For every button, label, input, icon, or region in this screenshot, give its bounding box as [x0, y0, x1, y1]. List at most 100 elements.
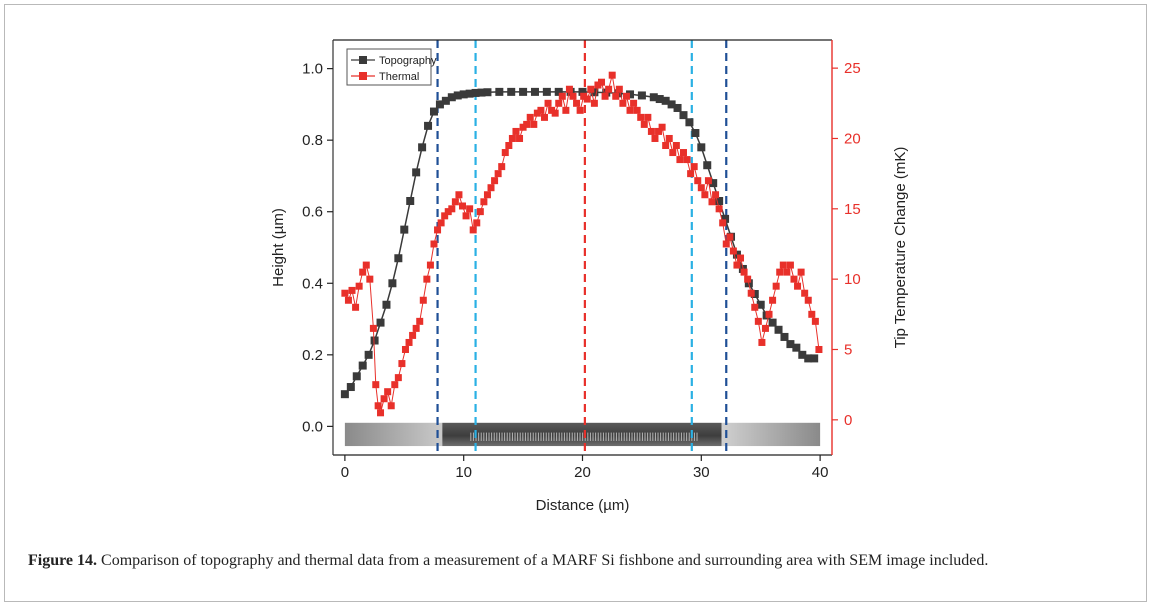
thermal-point — [633, 106, 641, 114]
topography-point — [382, 300, 391, 309]
thermal-point — [394, 374, 402, 382]
topography-point — [459, 90, 468, 99]
thermal-point — [583, 95, 591, 103]
topography-point — [804, 354, 813, 363]
thermal-point — [505, 142, 513, 150]
thermal-point — [516, 134, 524, 142]
thermal-point — [626, 106, 634, 114]
topography-point — [530, 87, 539, 96]
thermal-point — [619, 99, 627, 107]
thermal-point — [369, 324, 377, 332]
topography-line — [344, 91, 815, 395]
thermal-point — [469, 226, 477, 234]
y-tick-label: 0.2 — [302, 347, 323, 364]
thermal-point — [790, 275, 798, 283]
thermal-line — [344, 75, 820, 415]
topography-point — [358, 361, 367, 370]
thermal-point — [451, 198, 459, 206]
thermal-point — [786, 261, 794, 269]
thermal-point — [651, 134, 659, 142]
thermal-point — [754, 317, 762, 325]
thermal-point — [416, 317, 424, 325]
thermal-point — [737, 254, 745, 262]
thermal-point — [380, 395, 388, 403]
thermal-point — [776, 268, 784, 276]
topography-point — [364, 350, 373, 359]
topography-point — [471, 88, 480, 97]
topography-point — [774, 325, 783, 334]
topography-point — [810, 354, 819, 363]
thermal-point — [740, 268, 748, 276]
topography-point — [519, 87, 528, 96]
topography-point — [477, 88, 486, 97]
thermal-point — [437, 219, 445, 227]
topography-point — [352, 372, 361, 381]
thermal-point — [401, 345, 409, 353]
thermal-point — [687, 170, 695, 178]
axes: 0 10 20 30 40 0.0 0.2 0.4 0.6 0.8 1.0 0 5 10 15 20 25 Dis… — [270, 39, 909, 514]
topography-point — [376, 318, 385, 327]
thermal-point — [398, 360, 406, 368]
series-layer — [340, 71, 823, 417]
topography-point — [578, 87, 587, 96]
thermal-point — [405, 338, 413, 346]
y2-tick-label: 20 — [844, 130, 861, 147]
thermal-point — [794, 282, 802, 290]
topography-point — [715, 196, 724, 205]
thermal-point — [377, 409, 385, 417]
thermal-point — [758, 338, 766, 346]
topography-point — [732, 250, 741, 259]
topography-point — [798, 350, 807, 359]
thermal-point — [630, 99, 638, 107]
topography-point — [429, 107, 438, 116]
topography-point — [679, 111, 688, 120]
thermal-point — [658, 123, 666, 131]
thermal-point — [412, 324, 420, 332]
thermal-point — [708, 198, 716, 206]
thermal-point — [719, 219, 727, 227]
thermal-point — [487, 184, 495, 192]
y2-tick-label: 5 — [844, 341, 852, 358]
thermal-point — [765, 310, 773, 318]
thermal-point — [434, 226, 442, 234]
thermal-point — [601, 92, 609, 100]
topography-point — [340, 390, 349, 399]
thermal-point — [480, 198, 488, 206]
thermal-point — [772, 282, 780, 290]
topography-point — [786, 340, 795, 349]
thermal-point — [366, 275, 374, 283]
thermal-point — [683, 156, 691, 164]
thermal-point — [387, 402, 395, 410]
thermal-point — [669, 149, 677, 157]
topography-point — [507, 87, 516, 96]
thermal-point — [419, 296, 427, 304]
thermal-point — [797, 268, 805, 276]
thermal-point — [540, 113, 548, 121]
thermal-point — [444, 208, 452, 216]
thermal-point — [384, 388, 392, 396]
thermal-point — [352, 303, 360, 311]
thermal-point — [804, 296, 812, 304]
thermal-point — [459, 202, 467, 210]
legend-topography-marker — [359, 56, 367, 64]
topography-point — [424, 121, 433, 130]
thermal-point — [526, 113, 534, 121]
thermal-point — [615, 85, 623, 93]
thermal-point — [733, 261, 741, 269]
sem-left-region — [344, 422, 443, 447]
thermal-point — [622, 92, 630, 100]
y-tick-label: 1.0 — [302, 61, 323, 78]
thermal-point — [455, 191, 463, 199]
topography-point — [750, 290, 759, 299]
thermal-point — [430, 240, 438, 248]
thermal-point — [359, 268, 367, 276]
thermal-point — [722, 240, 730, 248]
caption-label: Figure 14. — [28, 552, 98, 569]
thermal-point — [594, 81, 602, 89]
topography-point — [495, 87, 504, 96]
topography-point — [655, 95, 664, 104]
topography-point — [554, 87, 563, 96]
thermal-point — [473, 219, 481, 227]
thermal-point — [704, 177, 712, 185]
thermal-point — [712, 191, 720, 199]
